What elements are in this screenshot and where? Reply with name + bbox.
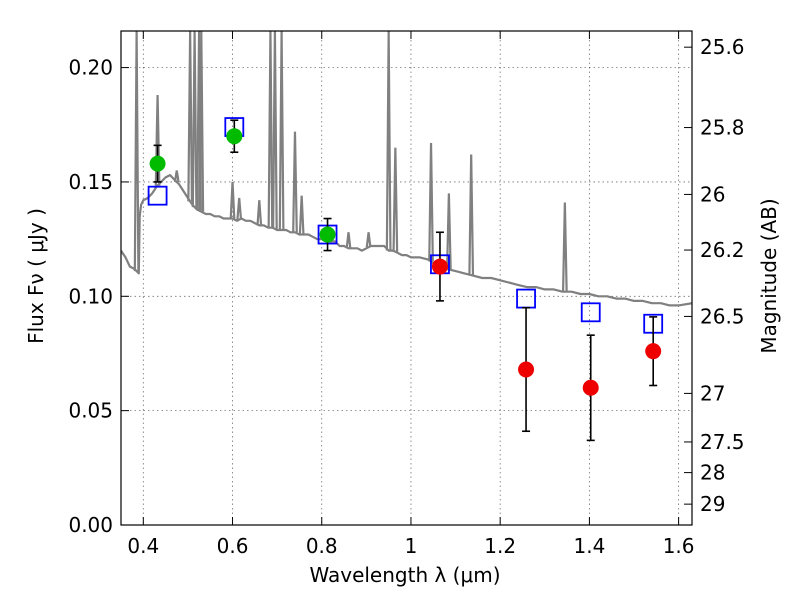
mag-tick-label: 26 (700, 182, 725, 206)
y-tick-label: 0.00 (68, 513, 113, 537)
mag-tick-label: 25.6 (700, 35, 745, 59)
x-tick-label: 1.4 (573, 534, 605, 558)
y-tick-label: 0.10 (68, 284, 113, 308)
mag-tick-label: 28 (700, 461, 725, 485)
y2-axis-label: Magnitude (AB) (757, 198, 781, 353)
data-point (319, 226, 336, 243)
x-tick-label: 0.4 (127, 534, 159, 558)
emission-line (428, 143, 434, 262)
model-photometry-square (147, 185, 168, 206)
data-point (582, 379, 599, 396)
emission-line (256, 200, 263, 226)
data-point (226, 128, 243, 145)
model-photometry-square (516, 288, 536, 309)
emission-line (229, 181, 236, 219)
plot-frame (120, 30, 693, 526)
data-point (518, 361, 535, 378)
emission-line (198, 31, 205, 212)
emission-line (385, 31, 392, 251)
mag-tick-label: 26.2 (700, 238, 745, 262)
mag-tick-label: 25.8 (700, 116, 745, 140)
x-tick-label: 1.6 (663, 534, 695, 558)
emission-line (298, 195, 305, 235)
x-tick-label: 1 (405, 534, 418, 558)
y-tick-label: 0.05 (68, 399, 113, 423)
emission-line (236, 197, 243, 220)
mag-tick-label: 29 (700, 492, 725, 516)
y-tick-label: 0.15 (68, 170, 113, 194)
data-point (431, 258, 448, 275)
emission-line (191, 31, 198, 208)
mag-tick-label: 27 (700, 381, 725, 405)
spectrum-line (121, 174, 692, 307)
emission-line (392, 147, 399, 252)
x-axis-label: Wavelength λ (μm) (309, 563, 500, 587)
emission-line (345, 232, 352, 249)
emission-line (272, 31, 278, 229)
model-photometry-square (580, 302, 601, 323)
emission-line (154, 95, 161, 186)
data-point (149, 155, 166, 172)
x-tick-label: 0.6 (217, 534, 249, 558)
emission-line (468, 154, 475, 276)
data-point (645, 343, 662, 360)
y-tick-label: 0.20 (68, 56, 113, 80)
emission-line (267, 31, 274, 228)
emission-line (292, 131, 298, 233)
mag-tick-label: 26.5 (700, 304, 745, 328)
emission-line (561, 202, 568, 292)
emission-line (278, 31, 285, 230)
emission-line (445, 193, 452, 270)
emission-line (365, 232, 372, 248)
plot-area (121, 31, 692, 442)
clipped-plot-group (121, 31, 692, 307)
mag-tick-label: 27.5 (700, 430, 745, 454)
emission-line (187, 31, 194, 202)
y-axis-label: Flux Fν ( μJy ) (24, 208, 48, 344)
x-tick-label: 0.8 (306, 534, 338, 558)
axes: 0.4 0.6 0.8 1 1.2 1.4 1.6 0.00 0.05 0.10 0.15 0.20 2… (68, 30, 745, 558)
emission-line (133, 31, 140, 272)
x-tick-label: 1.2 (484, 534, 516, 558)
emission-line (173, 170, 180, 183)
grid-lines (121, 31, 692, 526)
